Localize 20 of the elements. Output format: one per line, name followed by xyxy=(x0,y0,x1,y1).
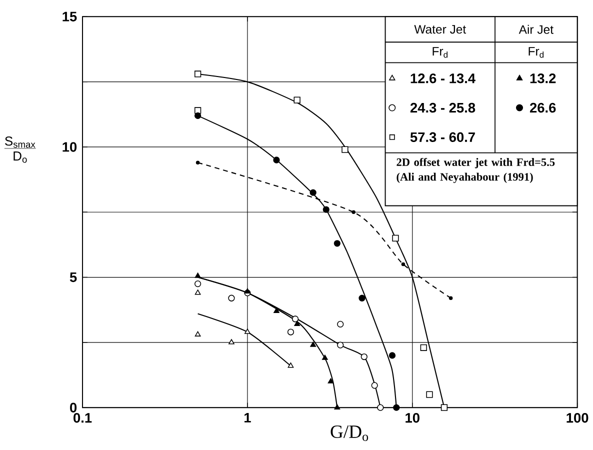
y-axis-title: $\frac{\mathrm{S_{smax}}}{\mathrm{D_o}}$ xyxy=(4,136,36,163)
annotation: Air Jet xyxy=(518,25,554,34)
annotation: Fr$_{d}$ xyxy=(432,47,448,58)
legend-label: 24.3 - 25.8 xyxy=(410,103,476,113)
legend-label: 12.6 - 13.4 xyxy=(410,74,476,84)
annotation: Fr$_{d}$ xyxy=(528,47,544,58)
annotation: Water Jet xyxy=(414,25,466,34)
y-tick-label: 15 xyxy=(62,12,77,22)
x-tick-label: 1 xyxy=(244,413,251,423)
legend-label: 13.2 xyxy=(530,74,556,84)
legend-label: 57.3 - 60.7 xyxy=(410,132,475,142)
x-axis-title: G/D$_{o}$ xyxy=(330,426,368,442)
y-tick-label: 5 xyxy=(70,272,77,282)
y-tick-label: 10 xyxy=(62,142,77,152)
legend-label: 26.6 xyxy=(530,103,556,113)
x-tick-label: 100 xyxy=(566,413,588,423)
x-tick-label: 10 xyxy=(406,413,420,423)
annotation: 2D offset water jet with Frd=5.5 (Ali and Neyahabour (1991) xyxy=(396,158,555,184)
x-tick-label: 0.1 xyxy=(74,413,92,423)
y-tick-label: 0 xyxy=(70,402,77,413)
